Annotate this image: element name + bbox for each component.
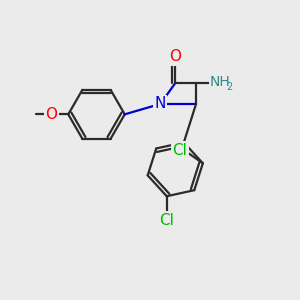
Text: Cl: Cl [172,143,187,158]
Text: Cl: Cl [159,212,174,227]
Text: 2: 2 [226,82,233,92]
Text: N: N [154,96,166,111]
Text: NH: NH [210,75,231,88]
Text: O: O [169,50,181,64]
Text: O: O [46,107,58,122]
